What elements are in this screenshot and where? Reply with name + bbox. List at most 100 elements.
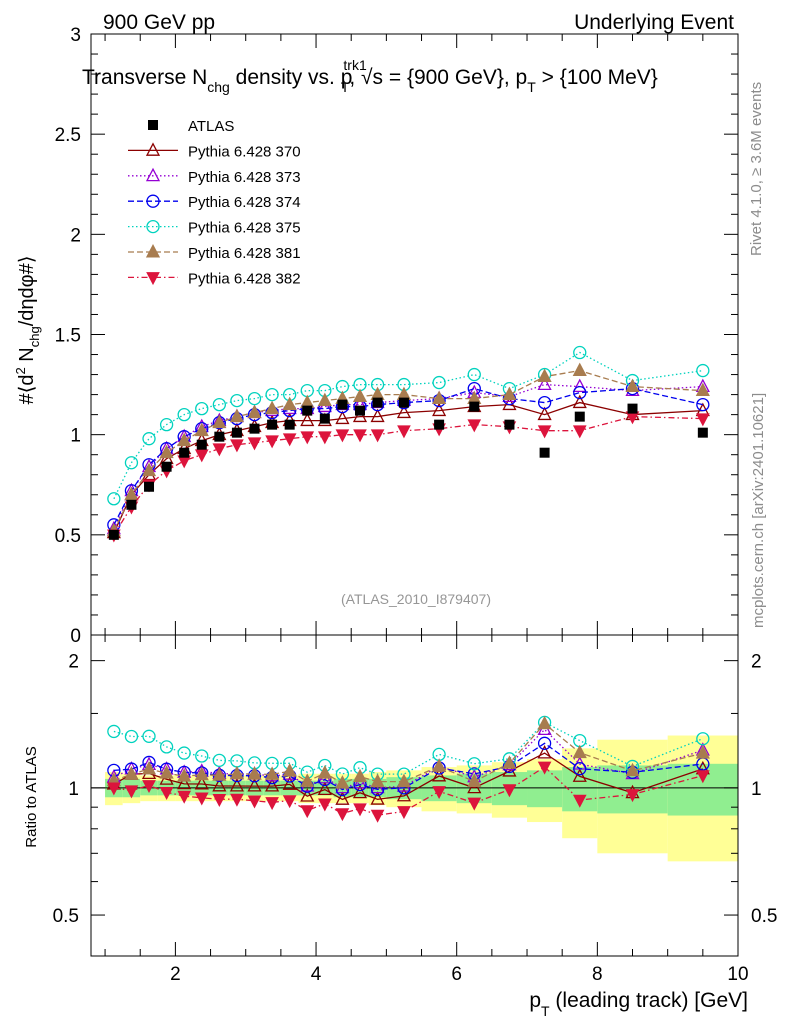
series-382-point [335, 429, 350, 443]
x-tick-label: 2 [170, 964, 181, 985]
atlas-data-point [319, 413, 330, 424]
series-375-point [230, 393, 244, 408]
legend-375-label: Pythia 6.428 375 [188, 220, 301, 237]
series-370-ratio-point [370, 791, 385, 805]
atlas-data-point [284, 419, 295, 430]
series-375-point [432, 375, 446, 390]
mcplots-label: mcplots.cern.ch [arXiv:2401.10621] [750, 393, 767, 628]
series-381-point [212, 414, 227, 429]
atlas-data-point [372, 397, 383, 408]
series-370-ratio-point [432, 768, 447, 782]
x-tick-label: 10 [727, 964, 748, 985]
series-375-ratio-point [159, 740, 174, 754]
legend-381-label: Pythia 6.428 381 [188, 245, 301, 262]
y-tick-label: 1.5 [55, 326, 81, 347]
ratio-tick-label-right: 0.5 [751, 906, 777, 927]
series-382-ratio-point [212, 794, 227, 807]
legend-atlas-marker [148, 120, 158, 130]
series-382-ratio-point [282, 795, 297, 809]
atlas-data-point [161, 461, 172, 472]
series-381-ratio-point [300, 773, 315, 787]
y-tick-label: 2 [70, 225, 81, 246]
y-tick-label: 0 [70, 626, 81, 647]
series-375-ratio-point [142, 729, 156, 743]
series-382-point [230, 439, 244, 453]
series-382-point [318, 431, 332, 445]
y-tick-label: 2.5 [55, 125, 81, 146]
series-382-line [113, 415, 703, 536]
series-381-ratio-point [352, 768, 368, 783]
series-382-ratio-point [265, 797, 279, 811]
x-tick-label: 4 [311, 964, 322, 985]
series-370-ratio-point [537, 745, 552, 759]
series-381-ratio-point [247, 766, 262, 780]
series-374-point [573, 385, 587, 400]
series-375-ratio-point [212, 753, 226, 768]
series-382-ratio-point [177, 790, 192, 804]
series-381-ratio-point [625, 762, 640, 777]
series-381-point [432, 390, 447, 405]
x-tick-label: 8 [592, 964, 603, 985]
series-375-point [467, 367, 481, 382]
series-382-ratio-point [300, 805, 315, 819]
legend-374-label: Pythia 6.428 374 [188, 194, 301, 211]
atlas-data-point [504, 419, 515, 430]
series-370-ratio-point [352, 784, 368, 799]
series-374-ratio-point [573, 762, 587, 776]
series-370-ratio-point [300, 788, 315, 802]
series-381-ratio-point [467, 773, 482, 787]
series-382-ratio-point [107, 782, 121, 796]
series-381-point [352, 388, 368, 403]
series-375-ratio-point [467, 757, 481, 771]
series-382-ratio-point [124, 785, 139, 799]
series-381-ratio-point [159, 765, 174, 779]
atlas-data-point [539, 447, 550, 458]
green-band-bin [527, 770, 563, 808]
ratio-tick-label-right: 1 [751, 779, 762, 800]
series-381-point [247, 404, 262, 419]
series-381-ratio-point [695, 745, 710, 759]
series-375-point [124, 456, 139, 470]
reference-label: (ATLAS_2010_I879407) [341, 591, 491, 607]
series-382-ratio-point [159, 786, 174, 800]
series-375-point [107, 492, 121, 506]
legend-373-marker [145, 167, 161, 182]
series-381-point [194, 422, 209, 437]
series-381-ratio-point [229, 765, 245, 780]
series-382-ratio-point [572, 794, 587, 808]
series-381-ratio-point [265, 766, 280, 780]
svg-text:#⟨d2 Nchg/dηdφ#⟩: #⟨d2 Nchg/dηdφ#⟩ [13, 255, 42, 404]
x-axis-label: pT (leading track) [GeV] [529, 989, 748, 1019]
atlas-data-points [108, 397, 708, 540]
ratio-tick-label-right: 2 [751, 652, 762, 673]
series-382-ratio-point [370, 809, 385, 823]
series-370-point [396, 404, 412, 419]
series-381-point [317, 392, 332, 407]
series-370-ratio-point [229, 778, 245, 792]
series-370-point [432, 402, 447, 417]
series-373-point [537, 376, 552, 391]
series-375-line [113, 351, 703, 500]
main-ylabel: #⟨d2 Nchg/dηdφ#⟩ [13, 255, 42, 404]
series-374-point [696, 397, 710, 412]
legend: ATLAS Pythia 6.428 370 Pythia 6.428 373 Pyt… [128, 118, 301, 287]
series-381-ratio-point [335, 775, 350, 789]
ratio-tick-label-left: 1 [68, 779, 79, 800]
series-382-point [265, 435, 279, 449]
atlas-data-point [302, 405, 313, 416]
series-375-point [195, 401, 209, 416]
series-382-point [194, 449, 209, 463]
series-381-point [141, 462, 157, 477]
series-382-ratio-point [353, 803, 367, 817]
series-382-ratio-point [397, 806, 411, 820]
series-370-point [300, 412, 315, 427]
series-382-ratio-point [696, 770, 710, 784]
header-right: Underlying Event [574, 11, 734, 34]
series-381-ratio-point [317, 765, 332, 779]
series-375-point [177, 407, 191, 422]
series-382-ratio-point [432, 786, 446, 800]
atlas-data-point [126, 499, 137, 510]
series-370-point [537, 406, 552, 421]
series-381-ratio-point [282, 763, 297, 777]
series-381-point [625, 378, 640, 393]
